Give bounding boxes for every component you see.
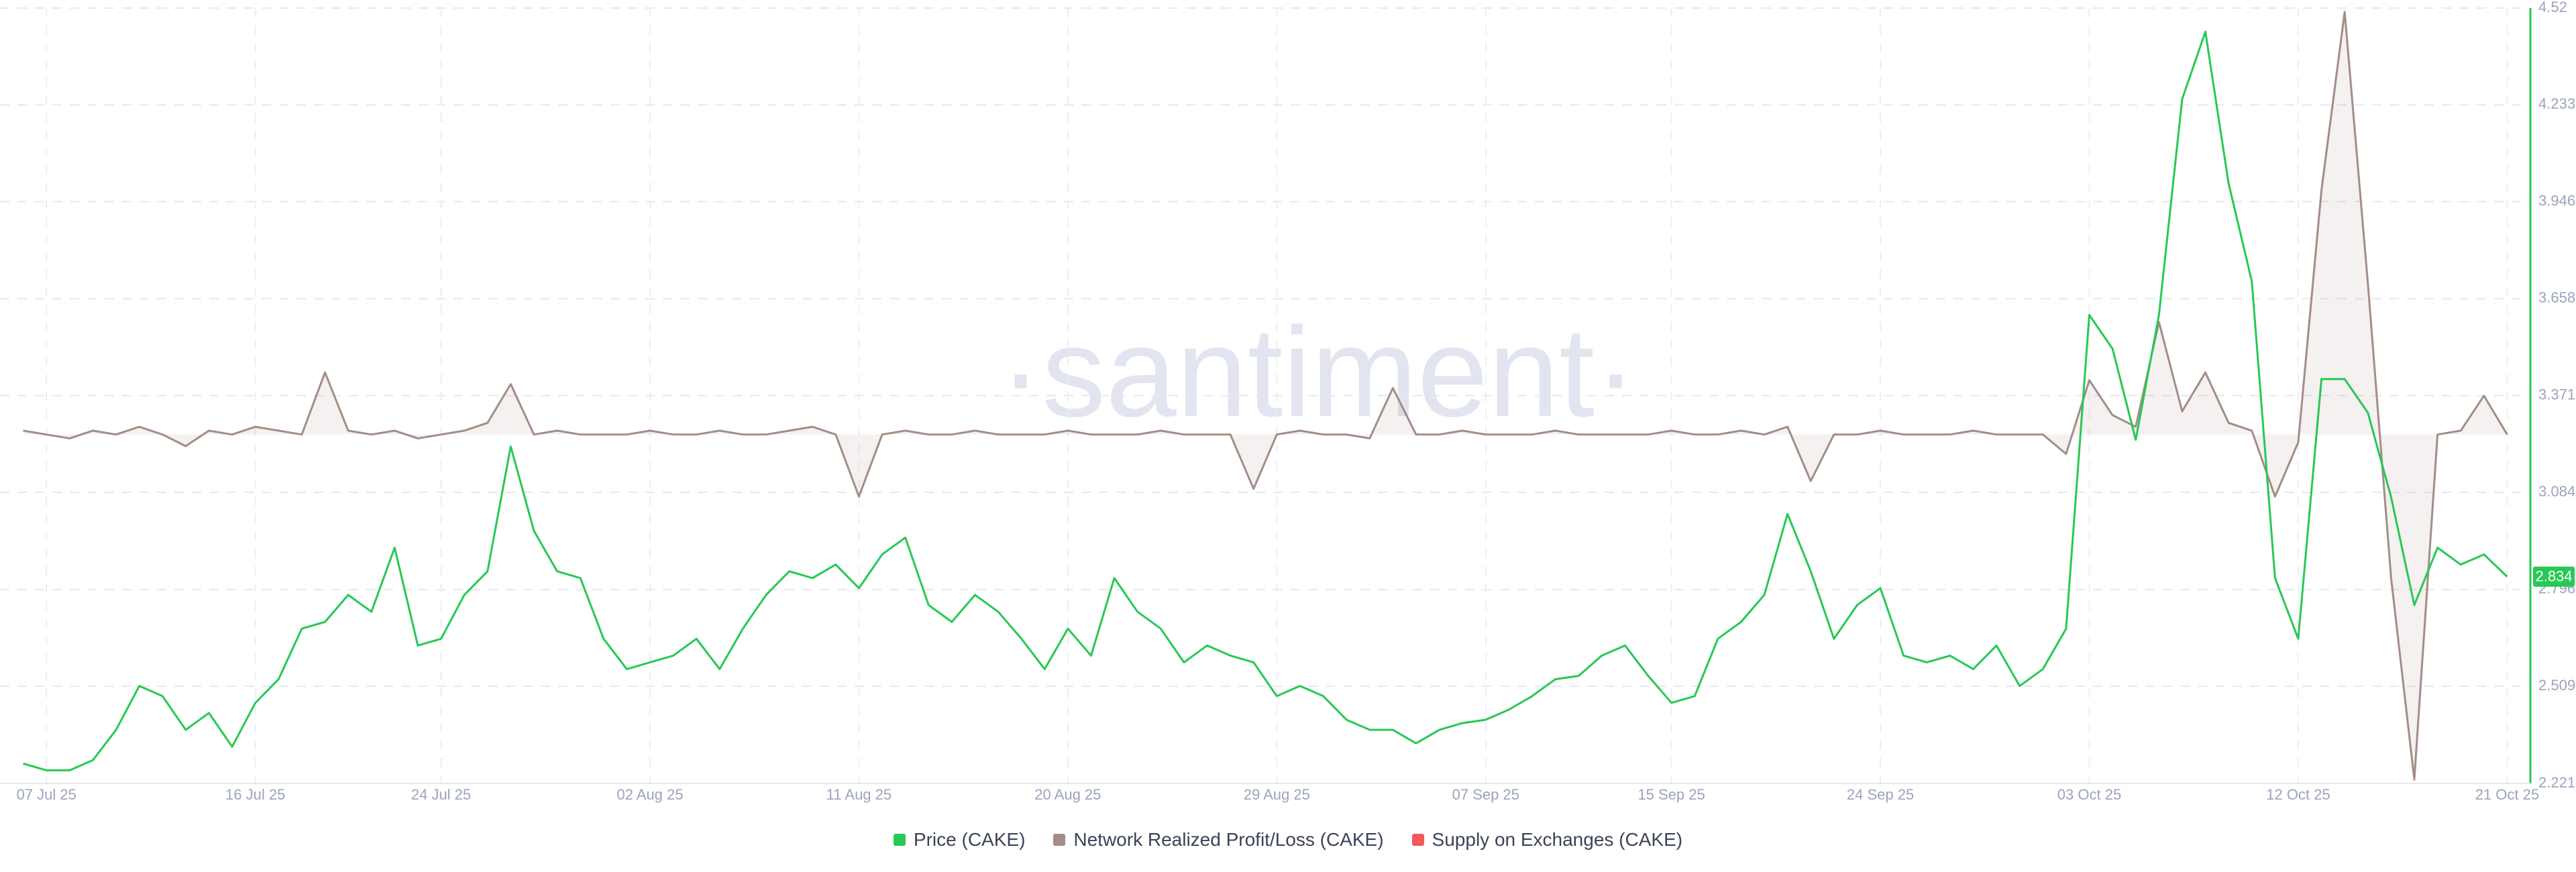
x-tick-label: 03 Oct 25 xyxy=(2057,786,2121,803)
y-tick-label: 3.084 xyxy=(2538,483,2575,500)
y-tick-label: 3.371 xyxy=(2538,386,2575,403)
y-tick-label: 3.658 xyxy=(2538,289,2575,306)
y-tick-label: 4.52 xyxy=(2538,0,2567,15)
legend-label: Network Realized Profit/Loss (CAKE) xyxy=(1073,829,1384,850)
x-tick-label: 29 Aug 25 xyxy=(1244,786,1310,803)
legend-swatch xyxy=(1411,834,1424,846)
x-tick-label: 02 Aug 25 xyxy=(616,786,683,803)
watermark: ·santiment· xyxy=(1000,301,1637,443)
legend-item[interactable]: Network Realized Profit/Loss (CAKE) xyxy=(1053,829,1384,851)
x-tick-label: 16 Jul 25 xyxy=(225,786,285,803)
legend-label: Price (CAKE) xyxy=(913,829,1026,850)
legend-label: Supply on Exchanges (CAKE) xyxy=(1432,829,1683,850)
legend-item[interactable]: Supply on Exchanges (CAKE) xyxy=(1411,829,1683,851)
price-badge-label: 2.834 xyxy=(2535,568,2572,585)
x-tick-label: 15 Sep 25 xyxy=(1638,786,1705,803)
y-tick-label: 2.509 xyxy=(2538,677,2575,694)
legend-item[interactable]: Price (CAKE) xyxy=(893,829,1026,851)
line xyxy=(23,11,2508,781)
x-tick-label: 07 Jul 25 xyxy=(17,786,76,803)
y-tick-label: 4.233 xyxy=(2538,95,2575,112)
x-tick-label: 12 Oct 25 xyxy=(2266,786,2330,803)
x-tick-label: 24 Jul 25 xyxy=(411,786,471,803)
legend-swatch xyxy=(1053,834,1066,846)
x-tick-label: 24 Sep 25 xyxy=(1847,786,1914,803)
price-badge xyxy=(2533,566,2575,587)
x-tick-label: 21 Oct 25 xyxy=(2475,786,2539,803)
y-tick-label: 3.946 xyxy=(2538,192,2575,209)
legend: Price (CAKE) Network Realized Profit/Loss… xyxy=(0,829,2576,851)
x-tick-label: 20 Aug 25 xyxy=(1034,786,1101,803)
x-tick-label: 07 Sep 25 xyxy=(1452,786,1519,803)
chart: ·santiment· 2.2212.5092.7963.0843.3713.6… xyxy=(0,0,2575,803)
y-tick-label: 2.221 xyxy=(2538,774,2575,791)
line xyxy=(23,30,2508,771)
legend-swatch xyxy=(893,834,906,846)
x-tick-label: 11 Aug 25 xyxy=(826,786,892,803)
